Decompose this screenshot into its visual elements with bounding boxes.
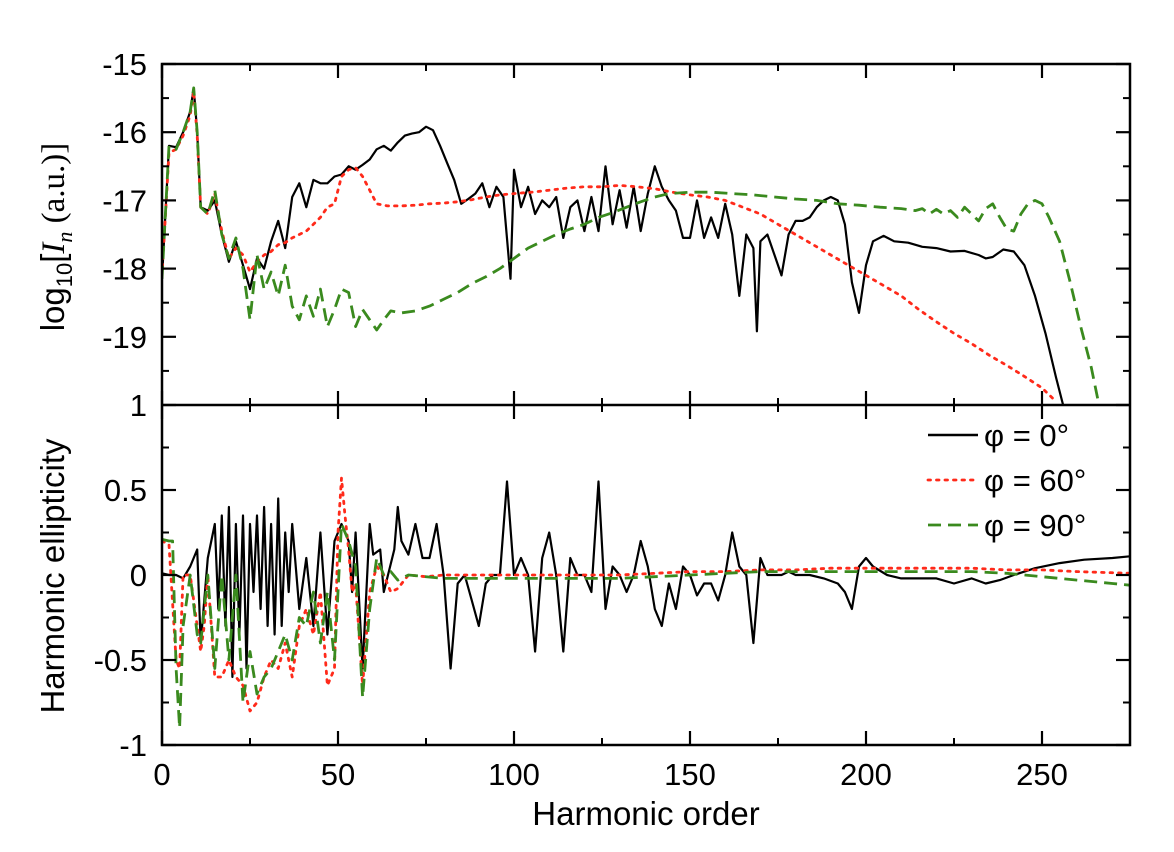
y-tick-label: -18 <box>102 252 147 287</box>
intensity-series-2 <box>162 86 1101 405</box>
intensity-series-0 <box>162 86 1065 405</box>
ylabel-log: log <box>34 287 71 331</box>
intensity-panel: -15 -16 -17 -18 -19 log10[In (a.u.)] <box>34 47 1130 405</box>
ellipticity-series-0 <box>162 480 1130 679</box>
x-tick-label: 0 <box>153 757 170 792</box>
y-tick-label: -15 <box>102 47 147 82</box>
x-tick-label: 200 <box>840 757 892 792</box>
legend-label-1: φ = 60° <box>984 463 1086 498</box>
intensity-axis-title: log10[In (a.u.)] <box>34 143 77 332</box>
intensity-series-1 <box>162 89 1054 400</box>
ellipticity-axis-title: Harmonic ellipticity <box>34 438 71 714</box>
legend-label-0: φ = 0° <box>984 418 1069 453</box>
y-tick-label: -1 <box>119 728 147 763</box>
x-tick-label: 100 <box>488 757 540 792</box>
ylabel-variable: I <box>36 241 72 255</box>
ylabel-bracket: [ <box>34 254 71 263</box>
x-tick-label: 150 <box>664 757 716 792</box>
ylabel-unit: (a.u.)] <box>36 143 72 232</box>
y-tick-label: -0.5 <box>94 643 147 678</box>
legend: φ = 0° φ = 60° φ = 90° <box>926 418 1086 543</box>
x-axis-title: Harmonic order <box>532 795 759 832</box>
y-tick-label: -16 <box>102 115 147 150</box>
ellipticity-series-2 <box>162 522 1130 730</box>
y-tick-label: -19 <box>102 320 147 355</box>
y-tick-label: 0 <box>130 558 147 593</box>
x-tick-label: 50 <box>321 757 355 792</box>
x-tick-label: 250 <box>1016 757 1068 792</box>
ylabel-variable-subscript: n <box>52 232 77 243</box>
ellipticity-series-1 <box>162 476 1130 713</box>
ellipticity-panel: 10.50-0.5-10 50 100 150 200 250 Harmonic elli… <box>34 388 1130 832</box>
y-tick-label: 0.5 <box>104 473 147 508</box>
ylabel-log-subscript: 10 <box>52 263 77 287</box>
legend-label-2: φ = 90° <box>984 508 1086 543</box>
y-tick-label: -17 <box>102 183 147 218</box>
y-tick-label: 1 <box>130 388 147 423</box>
